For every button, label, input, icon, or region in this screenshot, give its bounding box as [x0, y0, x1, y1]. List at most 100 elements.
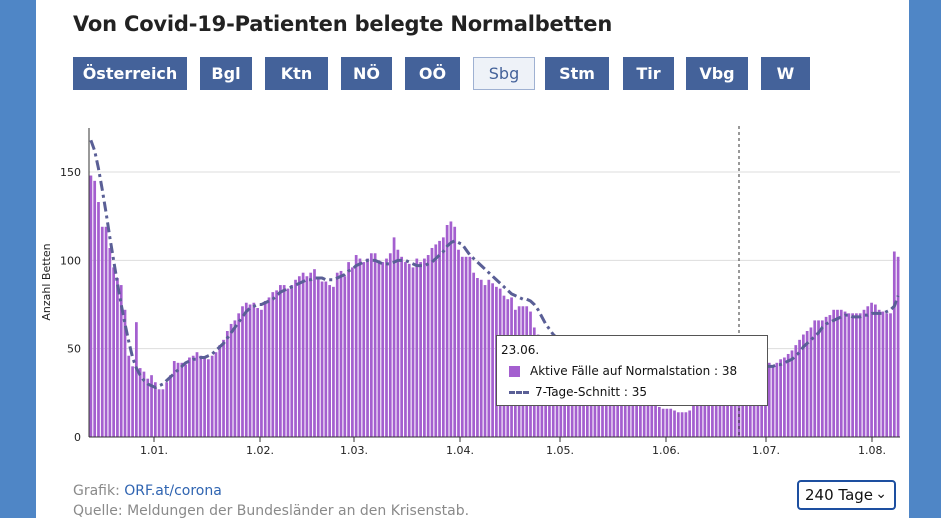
bar [847, 313, 851, 437]
tab-8[interactable]: Vbg [686, 57, 748, 90]
bar [313, 269, 316, 437]
tab-5[interactable]: Sbg [473, 57, 535, 90]
bar [585, 375, 589, 437]
bar [604, 387, 608, 437]
bar [214, 352, 218, 437]
bar [252, 302, 256, 437]
bar [809, 327, 813, 437]
bar [862, 309, 866, 437]
bar [783, 357, 786, 437]
x-tick-label: 1.06. [652, 444, 680, 457]
bar [786, 353, 790, 437]
bar [771, 366, 775, 437]
bar [157, 389, 161, 437]
bar [476, 278, 479, 437]
bar [377, 260, 381, 437]
seven-day-average-line [89, 139, 900, 404]
bar [627, 394, 631, 437]
bar [123, 309, 127, 437]
bar [676, 412, 680, 437]
chevron-down-icon: ⌄ [875, 486, 887, 502]
bar [161, 389, 165, 437]
bar [817, 320, 820, 437]
bar [874, 304, 877, 437]
bar [892, 251, 896, 437]
bar [381, 262, 385, 437]
bar [438, 240, 441, 437]
tab-1[interactable]: Bgl [200, 57, 252, 90]
bar [851, 313, 854, 437]
chart-tooltip: 23.06. Aktive Fälle auf Normalstation : … [496, 335, 768, 406]
bar [464, 256, 468, 437]
bar [896, 256, 900, 437]
bar [657, 406, 661, 437]
bar [767, 362, 771, 437]
x-tick-label: 1.08. [858, 444, 886, 457]
bar [237, 313, 241, 437]
covid-bed-chart: 0 50 100 150 Anzahl Betten 1.01. 1.02. 1.03. 1.0… [40, 126, 900, 457]
bar [404, 262, 407, 437]
tooltip-row-average: 7-Tage-Schnitt : 35 [509, 385, 647, 399]
bar [335, 272, 339, 437]
bar [870, 302, 873, 437]
tooltip-row-average-label: 7-Tage-Schnitt [535, 385, 621, 399]
bar [358, 258, 362, 437]
tab-4[interactable]: OÖ [405, 57, 460, 90]
bar [487, 279, 491, 437]
bar [411, 267, 415, 437]
bar [483, 285, 487, 437]
x-tick-label: 1.07. [752, 444, 780, 457]
bar [362, 262, 366, 437]
tooltip-separator: : [710, 364, 722, 378]
bar [89, 175, 93, 437]
bar [116, 278, 119, 437]
bar [165, 382, 169, 437]
bar [290, 285, 294, 437]
bar [650, 403, 654, 437]
bar [695, 398, 699, 437]
bar [119, 285, 123, 437]
bar [320, 281, 324, 437]
bar [802, 334, 805, 437]
bar [593, 378, 597, 437]
x-tick-label: 1.05. [546, 444, 574, 457]
bar [297, 276, 301, 437]
bar [248, 304, 252, 437]
bar [491, 283, 494, 437]
bar [104, 226, 108, 437]
bar [805, 331, 809, 437]
bar [260, 309, 263, 437]
bar [889, 313, 892, 437]
bar [131, 366, 134, 437]
tab-3[interactable]: NÖ [341, 57, 392, 90]
bar [218, 345, 222, 437]
range-select[interactable]: 240 Tage ⌄ [797, 480, 896, 510]
bar [654, 405, 657, 437]
y-axis-label: Anzahl Betten [40, 243, 53, 320]
bar [263, 300, 267, 437]
bar [855, 313, 858, 437]
tooltip-date: 23.06. [501, 343, 540, 357]
tab-2[interactable]: Ktn [265, 57, 328, 90]
bar [479, 279, 483, 437]
tooltip-row-active: Aktive Fälle auf Normalstation : 38 [509, 364, 737, 378]
bar [244, 302, 248, 437]
bar [316, 278, 320, 437]
tab-6[interactable]: Stm [545, 57, 609, 90]
tab-7[interactable]: Tir [623, 57, 674, 90]
bar [779, 359, 782, 437]
tab-9[interactable]: W [761, 57, 810, 90]
tab-0[interactable]: Österreich [73, 57, 187, 90]
bar [839, 309, 843, 437]
bar [222, 339, 225, 437]
bar [423, 258, 426, 437]
orf-corona-link[interactable]: ORF.at/corona [124, 483, 222, 499]
x-tick-label: 1.01. [140, 444, 168, 457]
bar [813, 320, 817, 437]
bar [468, 256, 472, 437]
x-tick-label: 1.02. [246, 444, 274, 457]
x-tick-label: 1.03. [340, 444, 368, 457]
bar [601, 384, 604, 437]
bar [688, 410, 692, 437]
tooltip-row-active-label: Aktive Fälle auf Normalstation [530, 364, 711, 378]
